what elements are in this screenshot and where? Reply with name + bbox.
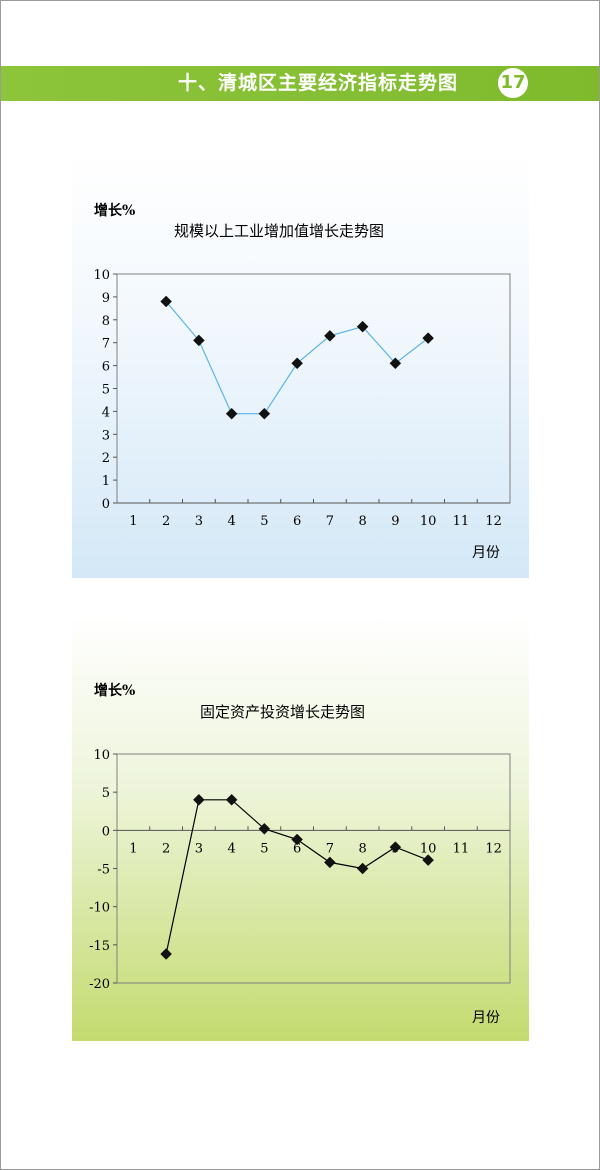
data-point-marker bbox=[324, 856, 336, 869]
data-point-marker bbox=[258, 407, 271, 420]
y-tick-label: 7 bbox=[102, 337, 110, 352]
data-point-marker bbox=[356, 320, 369, 333]
x-tick-label: 4 bbox=[227, 514, 235, 529]
y-tick-label: 4 bbox=[102, 405, 110, 420]
x-tick-label: 12 bbox=[485, 841, 502, 856]
series-line bbox=[165, 799, 429, 955]
x-axis-label: 月份 bbox=[472, 545, 500, 561]
y-tick-label: 3 bbox=[102, 428, 110, 443]
x-tick-label: 12 bbox=[485, 514, 502, 529]
y-tick-label: -10 bbox=[89, 901, 110, 916]
data-point-marker bbox=[225, 407, 238, 420]
chart-title: 固定资产投资增长走势图 bbox=[200, 703, 365, 721]
y-tick-label: 2 bbox=[102, 451, 110, 466]
data-point-marker bbox=[160, 948, 172, 960]
data-point-marker bbox=[422, 332, 434, 344]
y-tick-label: 5 bbox=[102, 383, 110, 398]
x-tick-label: 11 bbox=[453, 514, 470, 529]
x-tick-label: 6 bbox=[293, 514, 301, 529]
x-tick-label: 1 bbox=[129, 841, 137, 856]
data-point-marker bbox=[160, 295, 172, 308]
y-tick-label: -5 bbox=[97, 863, 110, 878]
x-tick-label: 5 bbox=[260, 841, 268, 856]
x-tick-label: 5 bbox=[260, 514, 268, 529]
x-tick-label: 3 bbox=[195, 841, 203, 856]
data-point-marker bbox=[324, 329, 336, 342]
chart-panel-investment: 增长% 固定资产投资增长走势图 月份 -20 -15 -10 -5 0 5 10 1 2 3 4 5 6… bbox=[72, 614, 529, 1041]
data-point-marker bbox=[258, 822, 271, 835]
y-tick-label: 1 bbox=[102, 474, 110, 489]
y-tick-label: 10 bbox=[93, 748, 110, 763]
x-axis-label: 月份 bbox=[472, 1010, 500, 1026]
data-point-marker bbox=[291, 357, 303, 370]
x-tick-label: 3 bbox=[195, 514, 203, 529]
y-tick-label: 0 bbox=[102, 824, 110, 839]
y-tick-label: 6 bbox=[102, 360, 110, 375]
data-point-marker bbox=[389, 841, 402, 853]
y-tick-label: 8 bbox=[102, 314, 110, 329]
data-point-marker bbox=[193, 793, 205, 806]
x-tick-label: 1 bbox=[129, 514, 137, 529]
x-tick-label: 8 bbox=[358, 514, 366, 529]
y-tick-label: -15 bbox=[89, 939, 110, 954]
y-axis-label: 增长% bbox=[94, 202, 135, 219]
plot-area bbox=[116, 753, 511, 984]
data-point-marker bbox=[291, 833, 303, 846]
x-tick-label: 11 bbox=[453, 841, 470, 856]
x-tick-label: 4 bbox=[227, 841, 235, 856]
data-point-marker bbox=[193, 334, 205, 347]
x-tick-label: 2 bbox=[162, 841, 170, 856]
y-tick-label: -20 bbox=[89, 977, 110, 992]
y-axis-label: 增长% bbox=[94, 682, 135, 699]
y-tick-label: 0 bbox=[102, 497, 110, 512]
chart-title: 规模以上工业增加值增长走势图 bbox=[174, 222, 384, 240]
data-point-marker bbox=[356, 862, 369, 875]
x-tick-label: 10 bbox=[420, 841, 437, 856]
y-tick-label: 10 bbox=[93, 268, 110, 283]
plot-area bbox=[116, 273, 511, 504]
x-tick-label: 2 bbox=[162, 514, 170, 529]
y-tick-label: 5 bbox=[102, 786, 110, 801]
page-number-badge: 17 bbox=[498, 68, 528, 98]
x-tick-label: 7 bbox=[326, 514, 334, 529]
x-tick-label: 9 bbox=[391, 514, 399, 529]
data-point-marker bbox=[389, 357, 402, 370]
data-point-marker bbox=[422, 854, 434, 866]
x-tick-label: 8 bbox=[358, 841, 366, 856]
x-tick-label: 6 bbox=[293, 841, 301, 856]
x-tick-label: 7 bbox=[326, 841, 334, 856]
chart-panel-industrial: 增长% 规模以上工业增加值增长走势图 月份 0 1 2 3 4 5 6 7 8 9 10 1 2 3 4 5 6… bbox=[72, 152, 529, 578]
page-title: 十、清城区主要经济指标走势图 bbox=[178, 72, 459, 94]
y-tick-label: 9 bbox=[102, 291, 110, 306]
data-point-marker bbox=[225, 793, 238, 806]
x-tick-label: 10 bbox=[420, 514, 437, 529]
